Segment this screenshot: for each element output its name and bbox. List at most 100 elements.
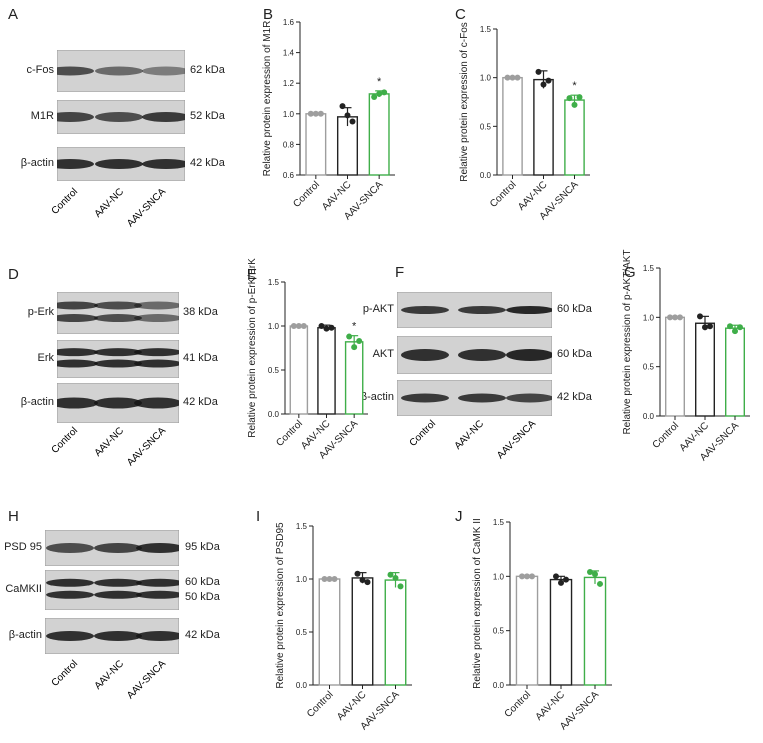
data-point <box>667 314 673 321</box>
y-tick-label: 0.5 <box>643 363 655 372</box>
blot-band <box>401 349 449 361</box>
blot-band <box>134 359 179 368</box>
blot-band <box>94 359 142 368</box>
blot-band <box>94 314 142 323</box>
data-point <box>529 573 535 580</box>
blot-band <box>506 393 552 403</box>
significance-marker: * <box>572 80 577 92</box>
blot-band <box>134 397 179 409</box>
blot-band <box>134 314 179 323</box>
y-axis-label: Relative protein expression of M1R <box>262 21 273 177</box>
blot-band <box>506 306 552 314</box>
blot-band <box>401 393 449 403</box>
data-point <box>321 576 328 582</box>
y-tick-label: 0.6 <box>283 171 295 180</box>
panel-letter-b: B <box>263 6 274 23</box>
blot-band <box>136 590 179 599</box>
y-tick-label: 0.5 <box>480 122 492 131</box>
y-tick-label: 1.2 <box>283 79 295 88</box>
panel-letter-h: H <box>8 508 19 525</box>
y-tick-label: 0.0 <box>493 681 505 690</box>
blot-band <box>142 159 185 169</box>
panel-letter-e: E <box>247 266 258 283</box>
blot-band <box>57 397 98 409</box>
panel-letter-g: G <box>624 264 636 281</box>
blot-strip-h-3 <box>45 618 179 654</box>
x-tick-label: AAV-NC <box>534 689 568 723</box>
blot-band <box>142 112 185 122</box>
blot-kda-label: 62 kDa <box>190 64 225 76</box>
data-point <box>553 573 559 580</box>
blot-band <box>57 66 94 76</box>
blot-band <box>136 578 179 587</box>
data-point <box>354 570 361 577</box>
blot-band <box>46 543 94 553</box>
blot-row-label: CaMKII <box>5 583 42 595</box>
data-point <box>697 313 703 320</box>
data-point <box>290 323 297 329</box>
y-tick-label: 1.0 <box>480 74 492 83</box>
blot-strip-h-2 <box>45 570 179 610</box>
blot-strip-d-1 <box>57 292 179 334</box>
blot-band <box>94 397 142 409</box>
data-point <box>349 118 356 125</box>
data-point <box>597 580 603 587</box>
blot-band <box>94 543 142 553</box>
y-tick-label: 1.0 <box>493 572 505 581</box>
data-point <box>351 344 358 351</box>
data-point <box>563 576 569 583</box>
y-tick-label: 0.5 <box>268 366 280 375</box>
blot-kda-label: 60 kDa <box>557 348 592 360</box>
data-point <box>587 568 593 575</box>
blot-row-label: M1R <box>30 110 54 122</box>
blot-band <box>95 159 143 169</box>
y-tick-label: 1.5 <box>480 25 492 34</box>
y-tick-label: 1.4 <box>283 49 295 58</box>
blot-kda-label: 41 kDa <box>183 352 218 364</box>
blot-band <box>57 359 98 368</box>
data-point <box>323 325 330 332</box>
blot-band <box>134 301 179 310</box>
data-point <box>387 571 394 578</box>
data-point <box>318 323 325 329</box>
blot-row-label: β-actin <box>360 391 394 403</box>
blot-kda-label: 38 kDa <box>183 306 218 318</box>
blot-band <box>458 306 506 314</box>
data-point <box>702 324 708 331</box>
blot-kda-label: 50 kDa <box>185 590 220 603</box>
data-point <box>545 77 552 84</box>
y-tick-label: 0.0 <box>643 412 655 421</box>
data-point <box>359 577 366 584</box>
y-tick-label: 0.0 <box>480 171 492 180</box>
blot-band <box>57 314 98 323</box>
blot-band <box>94 348 142 357</box>
data-point <box>732 328 738 335</box>
y-tick-label: 0.8 <box>283 140 295 149</box>
blot-band <box>401 306 449 314</box>
data-point <box>295 323 302 329</box>
y-tick-label: 0.5 <box>296 628 308 637</box>
data-point <box>571 101 578 108</box>
data-point <box>509 74 516 81</box>
blot-kda-label: 95 kDa <box>185 541 220 553</box>
data-point <box>514 74 521 81</box>
blot-strip-f-2 <box>397 336 552 374</box>
data-point <box>328 324 335 331</box>
blot-band <box>458 393 506 403</box>
blot-strip-d-3 <box>57 383 179 423</box>
blot-strip-d-2 <box>57 340 179 378</box>
significance-marker: * <box>377 76 382 88</box>
blot-strip-a-2 <box>57 100 185 134</box>
data-point <box>592 571 598 578</box>
blot-band <box>57 348 98 357</box>
bar <box>549 578 573 686</box>
data-point <box>356 337 363 344</box>
